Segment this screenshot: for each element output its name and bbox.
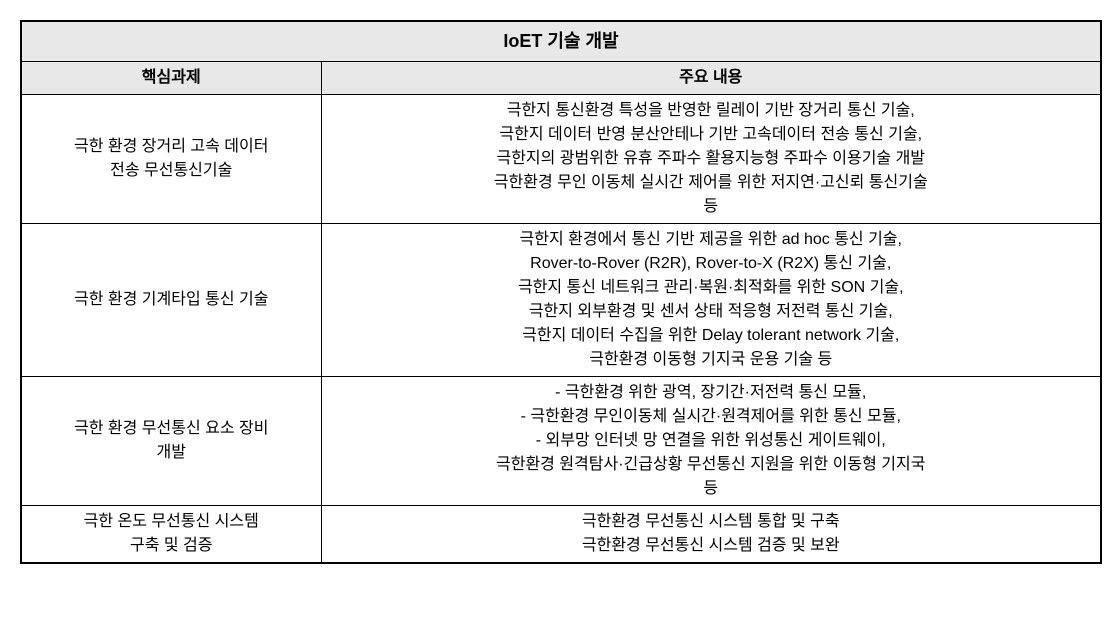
table-row: 극한 환경 무선통신 요소 장비개발 - 극한환경 위한 광역, 장기간·저전력…	[21, 377, 1101, 506]
ioet-table: IoET 기술 개발 핵심과제 주요 내용 극한 환경 장거리 고속 데이터전송…	[20, 20, 1102, 564]
table-row: 극한 환경 기계타입 통신 기술 극한지 환경에서 통신 기반 제공을 위한 a…	[21, 224, 1101, 377]
cell-task: 극한 온도 무선통신 시스템구축 및 검증	[21, 506, 321, 564]
header-content: 주요 내용	[321, 62, 1101, 95]
title-row: IoET 기술 개발	[21, 21, 1101, 62]
cell-task: 극한 환경 기계타입 통신 기술	[21, 224, 321, 377]
cell-content: 극한환경 무선통신 시스템 통합 및 구축극한환경 무선통신 시스템 검증 및 …	[321, 506, 1101, 564]
cell-content: - 극한환경 위한 광역, 장기간·저전력 통신 모듈,- 극한환경 무인이동체…	[321, 377, 1101, 506]
header-row: 핵심과제 주요 내용	[21, 62, 1101, 95]
header-task: 핵심과제	[21, 62, 321, 95]
table-row: 극한 온도 무선통신 시스템구축 및 검증 극한환경 무선통신 시스템 통합 및…	[21, 506, 1101, 564]
cell-task: 극한 환경 무선통신 요소 장비개발	[21, 377, 321, 506]
table-body: 극한 환경 장거리 고속 데이터전송 무선통신기술 극한지 통신환경 특성을 반…	[21, 95, 1101, 564]
cell-content: 극한지 통신환경 특성을 반영한 릴레이 기반 장거리 통신 기술,극한지 데이…	[321, 95, 1101, 224]
cell-content: 극한지 환경에서 통신 기반 제공을 위한 ad hoc 통신 기술,Rover…	[321, 224, 1101, 377]
table-row: 극한 환경 장거리 고속 데이터전송 무선통신기술 극한지 통신환경 특성을 반…	[21, 95, 1101, 224]
table-title: IoET 기술 개발	[21, 21, 1101, 62]
cell-task: 극한 환경 장거리 고속 데이터전송 무선통신기술	[21, 95, 321, 224]
